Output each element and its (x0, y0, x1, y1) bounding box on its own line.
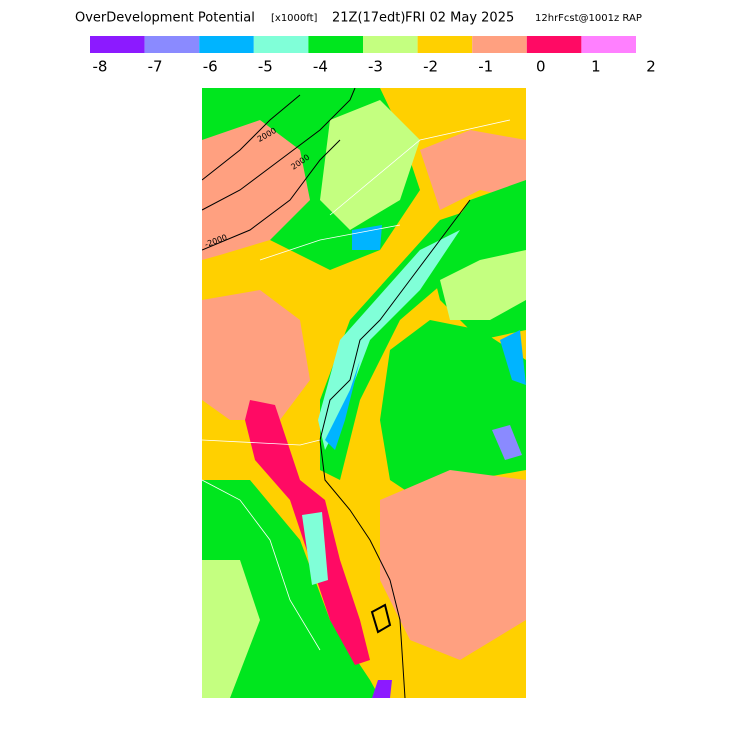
colorbar-tick-label: -5 (258, 58, 273, 76)
colorbar-tick-label: -1 (478, 58, 493, 76)
colorbar-swatch (472, 36, 527, 53)
field-blue (325, 360, 360, 450)
field-lightgreen (320, 100, 420, 230)
colorbar-tick-label: 1 (591, 58, 601, 76)
field-salmon (380, 470, 526, 660)
colorbar: -8 -7 -6 -5 -4 -3 -2 -1 0 1 2 (90, 36, 656, 76)
colorbar-swatch (417, 36, 473, 53)
field-blue (352, 225, 382, 250)
field-green (380, 320, 526, 500)
title-time: 21Z(17edt) (332, 11, 405, 26)
field-lightgreen (202, 560, 260, 698)
colorbar-swatch (144, 36, 200, 53)
field-aqua (302, 512, 328, 585)
colorbar-tick-label: -6 (203, 58, 218, 76)
map: 2000 2000 -2000 (202, 88, 526, 698)
title-forecast: 12hrFcst@1001z RAP (535, 13, 642, 24)
colorbar-tick-label: -2 (423, 58, 438, 76)
colorbar-swatch (363, 36, 418, 53)
field-blue (500, 330, 526, 385)
colorbar-swatch (199, 36, 254, 53)
field-purple (372, 680, 392, 698)
title-units: [x1000ft] (271, 13, 318, 24)
title-date: FRI 02 May 2025 (405, 11, 514, 26)
colorbar-tick-label: -3 (368, 58, 383, 76)
field-salmon (202, 120, 310, 260)
colorbar-tick-label: 0 (536, 58, 546, 76)
title: OverDevelopment Potential [x1000ft] 21Z(… (75, 11, 642, 26)
contours (202, 88, 471, 698)
colorbar-swatch (581, 36, 636, 53)
field-green-band (320, 200, 500, 480)
field-lightgreen (440, 250, 526, 320)
colorbar-tick-label: 2 (646, 58, 656, 76)
colorbar-swatch (253, 36, 309, 53)
field-lavender (492, 425, 522, 460)
colorbar-tick-label: -4 (313, 58, 328, 76)
colorbar-swatch (526, 36, 582, 53)
colorbar-swatch (90, 36, 145, 53)
colorbar-tick-label: -7 (148, 58, 163, 76)
title-main: OverDevelopment Potential (75, 11, 255, 26)
boundaries (202, 119, 511, 651)
colorbar-swatch (308, 36, 363, 53)
field-salmon (202, 290, 310, 420)
colorbar-tick-label: -8 (93, 58, 108, 76)
